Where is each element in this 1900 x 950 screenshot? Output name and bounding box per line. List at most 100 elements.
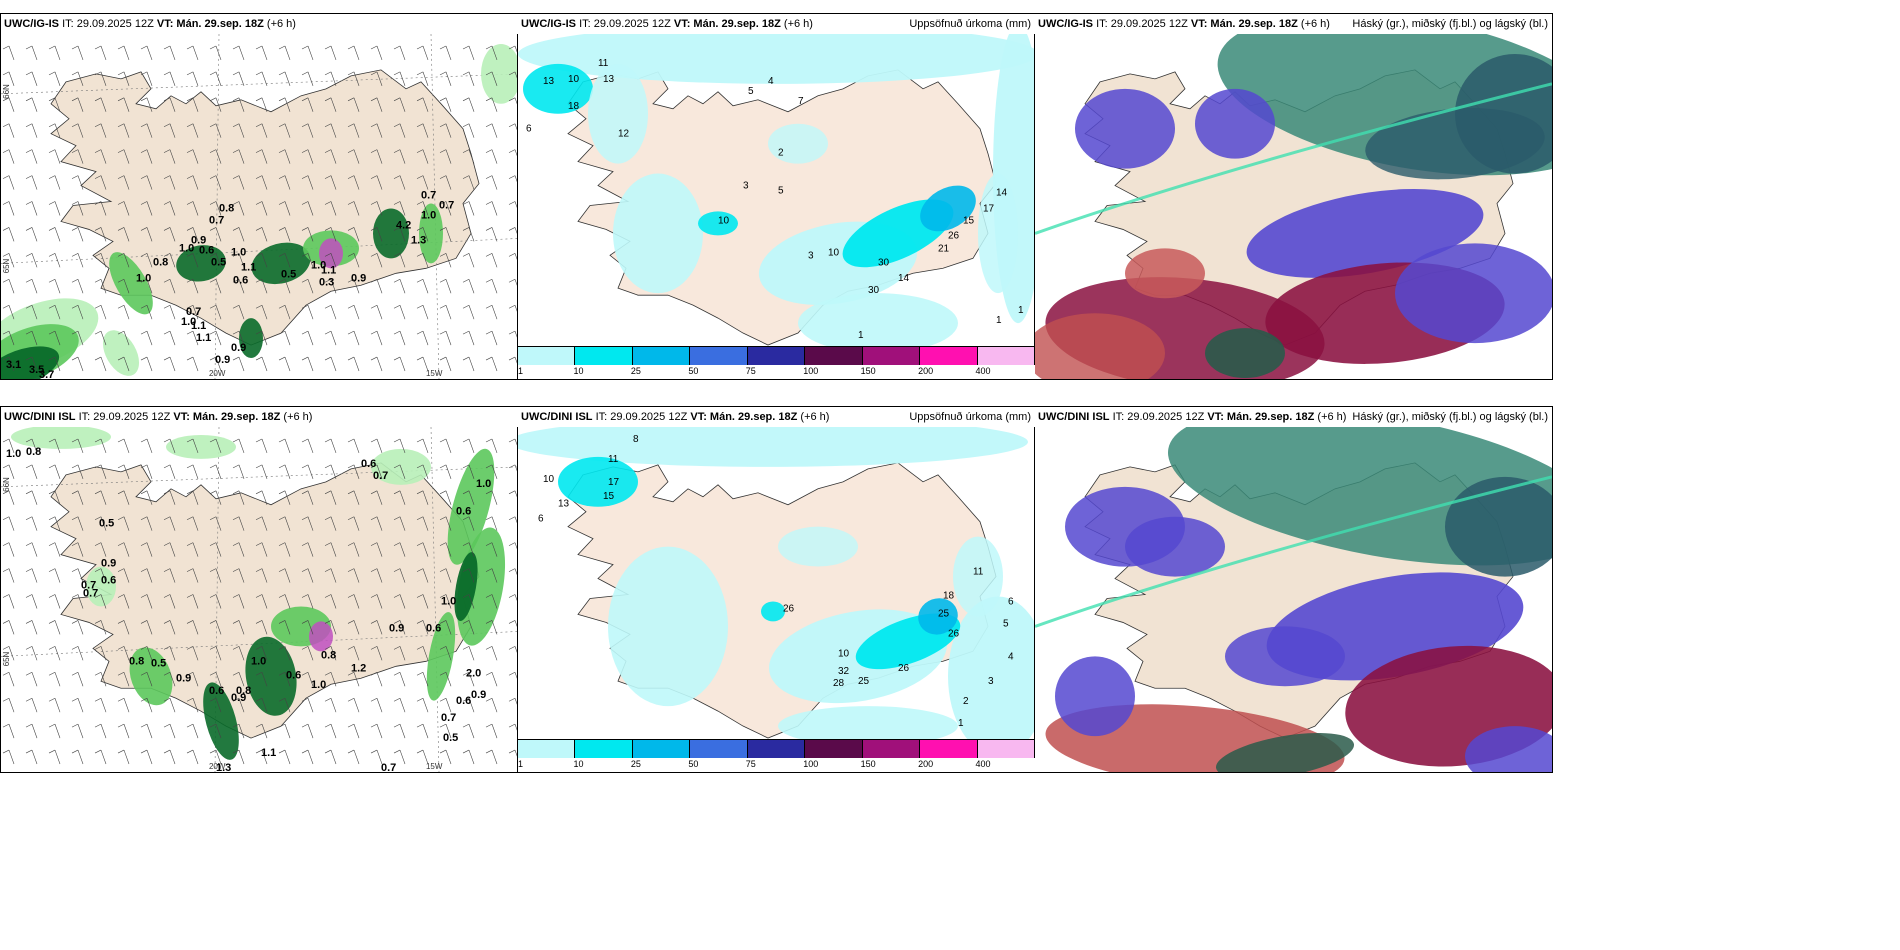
wind-barb [209,620,222,635]
precip-contour [798,293,958,347]
wind-barb [186,464,199,479]
wind-barb [301,490,314,505]
wind-barb [347,749,360,765]
wind-barb [71,749,84,765]
gust-contour [129,647,173,706]
precip-value-label: 2 [778,148,784,159]
precip-value-label: 11 [598,58,609,69]
wind-barb [71,330,84,346]
wind-barb [117,464,130,479]
valid-time: Mán. 29.sep. 18Z [192,411,281,423]
wind-barb [324,356,337,372]
wind-barb [232,646,245,661]
wind-barb [140,438,153,454]
wind-barb [324,253,337,268]
gust-value-label: 0.7 [186,306,201,318]
wind-barb [2,330,15,346]
wind-barb [255,175,268,190]
panel-bottom-mid: UWC/DINI ISL IT: 29.09.2025 12Z VT: Mán.… [517,406,1036,773]
wind-barb [186,304,199,320]
gust-value-label: 0.8 [321,649,336,661]
wind-barb [140,227,153,242]
wind-barb [209,646,222,661]
wind-barb [324,175,337,190]
wind-barb [25,279,38,294]
wind-barb [48,149,61,164]
wind-barb [301,175,314,190]
wind-barb [94,620,107,635]
valid-time: Mán. 29.sep. 18Z [176,18,264,30]
wind-barb [140,723,153,739]
wind-barb [324,464,337,479]
wind-barb [25,97,38,112]
wind-barb [393,253,406,268]
precip-value-label: 10 [543,474,555,485]
wind-barb [186,227,199,242]
wind-barb [94,149,107,164]
wind-barb [370,516,383,531]
precip-value-label: 25 [858,676,870,687]
wind-barb [485,123,498,138]
map-title: Háský (gr.), miðský (fj.bl.) og lágský (… [1352,18,1548,30]
wind-barb [2,227,15,242]
gust-contour [166,434,236,459]
wind-barb [117,490,130,505]
wind-barb [25,45,38,61]
wind-barb [25,697,38,713]
map-title: Háský (gr.), miðský (fj.bl.) og lágský (… [1352,411,1548,423]
wind-barb [48,438,61,454]
valid-label: VT: [1207,411,1224,423]
wind-barb [163,330,176,346]
wind-barb [186,516,199,531]
wind-barb [370,620,383,635]
wind-barb [25,620,38,635]
wind-barb [347,438,360,454]
wind-barb [140,697,153,713]
precip-value-label: 6 [538,514,544,525]
wind-barb [94,227,107,242]
wind-barb [370,175,383,190]
precip-contour [518,34,1035,84]
wind-barb [163,45,176,61]
wind-barb [485,279,498,294]
wind-barb [117,279,130,294]
precip-map: 11 13 10 13 18 6 12 4 5 7 2 3 10 10 30 14 30 26 21 15 17 14 1 1… [518,34,1035,347]
wind-barb [370,464,383,479]
wind-barb [94,201,107,216]
wind-barb [48,330,61,346]
wind-barb [163,594,176,609]
gust-value-label: 0.6 [286,669,301,681]
wind-barb [278,723,291,739]
wind-barb [278,279,291,294]
wind-barb [163,97,176,112]
wind-barb [255,749,268,765]
wind-barb [462,45,475,61]
wind-barb [71,356,84,372]
wind-barb [255,330,268,346]
wind-barb [48,253,61,268]
wind-barb [370,330,383,346]
precip-contour [953,536,1003,617]
wind-barb [71,201,84,216]
precip-value-label: 6 [526,124,532,135]
wind-barb [140,568,153,583]
wind-barb [324,201,337,216]
gust-value-label: 1.0 [441,595,456,607]
wind-barb [485,464,498,479]
wind-barb [186,594,199,609]
wind-barb [25,438,38,454]
colorbar-tick-label: 25 [630,759,641,769]
wind-barb [94,542,107,557]
wind-barb [347,175,360,190]
wind-barb [25,71,38,86]
wind-barb [140,45,153,61]
wind-barb [232,227,245,242]
wind-barb [25,749,38,765]
wind-barb [94,672,107,687]
wind-barb [416,279,429,294]
panel-top-left: UWC/IG-IS IT: 29.09.2025 12Z VT: Mán. 29… [0,13,519,380]
wind-barb [71,646,84,661]
wind-barb [140,279,153,294]
